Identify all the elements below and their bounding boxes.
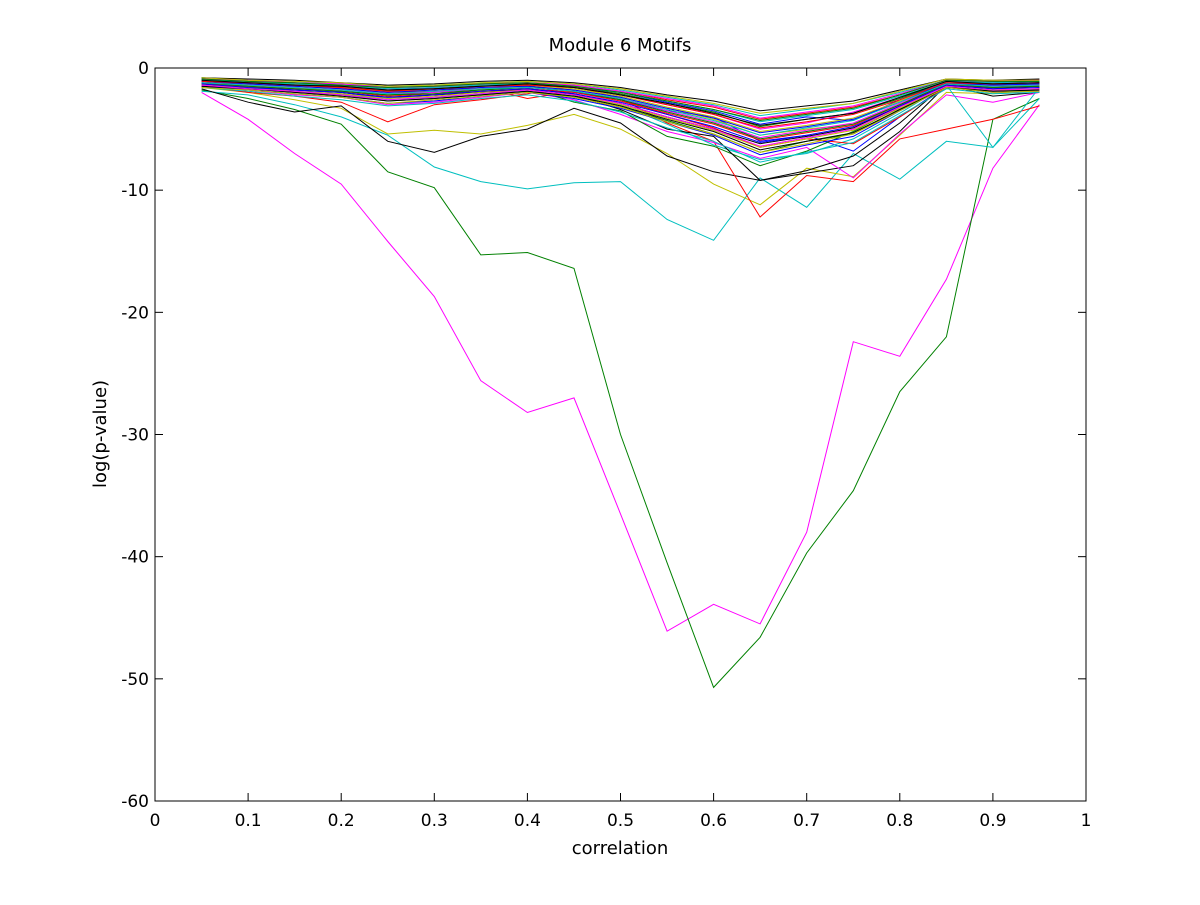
x-tick-label: 0.5 — [607, 811, 634, 831]
series-line-32 — [201, 85, 1040, 151]
x-tick-label: 0.3 — [421, 811, 448, 831]
y-tick-label: 0 — [138, 59, 149, 79]
series-line-1 — [201, 91, 1040, 632]
series-line-4 — [201, 87, 1040, 206]
series-line-30 — [201, 82, 1040, 140]
x-tick-label: 0.7 — [793, 811, 820, 831]
series-line-3 — [201, 90, 1040, 241]
tick-layer: 0 0.1 0.2 0.3 0.4 0.5 0.6 0.7 0.8 0.9 1 0 -10 -20 -30 -… — [121, 59, 1091, 831]
series-line-39 — [201, 79, 1040, 126]
y-tick-label: -50 — [121, 670, 149, 690]
x-tick-label: 0.2 — [328, 811, 355, 831]
x-tick-label: 0.9 — [979, 811, 1006, 831]
y-tick-label: -60 — [121, 792, 149, 812]
y-tick-label: -40 — [121, 548, 149, 568]
y-axis-title: log(p-value) — [90, 380, 111, 488]
x-tick-label: 0.1 — [235, 811, 262, 831]
x-tick-label: 0.8 — [886, 811, 913, 831]
y-tick-label: -10 — [121, 181, 149, 201]
series-line-29 — [201, 78, 1040, 119]
series-line-34 — [201, 83, 1040, 144]
x-tick-label: 0.4 — [514, 811, 541, 831]
series-line-33 — [201, 77, 1040, 114]
series-line-26 — [201, 84, 1040, 148]
chart-title: Module 6 Motifs — [549, 35, 692, 56]
x-tick-label: 0 — [150, 811, 161, 831]
series-line-37 — [201, 78, 1040, 122]
x-tick-label: 0.6 — [700, 811, 727, 831]
x-tick-label: 1 — [1081, 811, 1092, 831]
series-layer — [201, 77, 1040, 689]
series-line-24 — [201, 87, 1040, 163]
series-line-38 — [201, 82, 1040, 136]
y-tick-label: -20 — [121, 303, 149, 323]
x-axis-title: correlation — [572, 838, 669, 859]
y-tick-label: -30 — [121, 426, 149, 446]
series-line-40 — [201, 86, 1040, 153]
series-line-2 — [201, 89, 1040, 689]
series-line-5 — [201, 84, 1040, 181]
series-line-36 — [201, 84, 1040, 147]
